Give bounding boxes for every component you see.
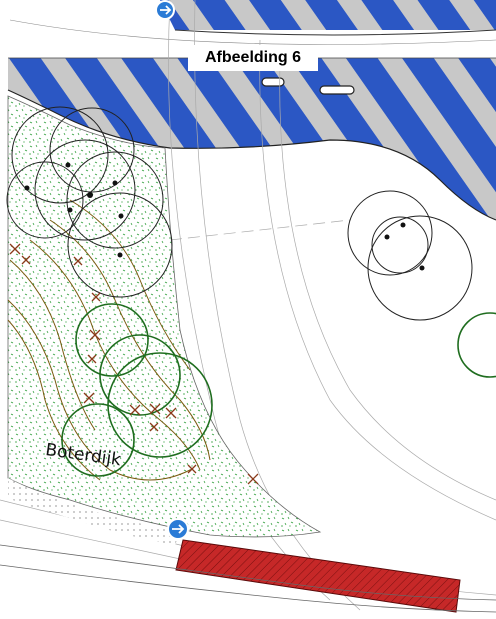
top-road: [9, 0, 496, 45]
contour-lines: [7, 199, 211, 481]
direction-sign-icon-top: [155, 0, 175, 20]
removal-area: [175, 539, 461, 613]
direction-sign-icon-bottom: [167, 518, 189, 540]
existing-trees: [6, 106, 473, 321]
figure-caption: Afbeelding 6: [188, 45, 318, 71]
tree-trunks: [24, 162, 425, 271]
bottom-road: [0, 544, 496, 613]
removed-trees: [9, 243, 259, 485]
